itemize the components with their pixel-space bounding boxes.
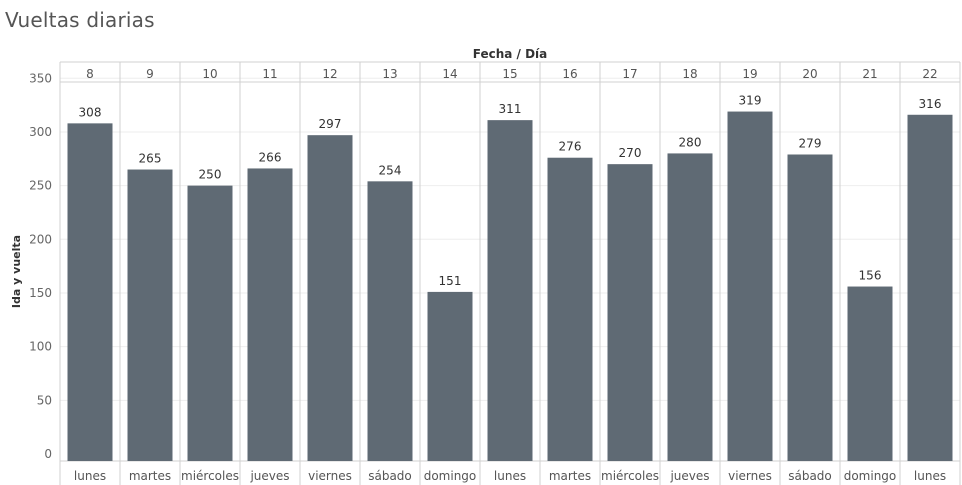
date-header-label: 20 [802, 67, 817, 81]
date-header-label: 19 [742, 67, 757, 81]
bar-value-label: 266 [259, 150, 282, 164]
date-header-label: 15 [502, 67, 517, 81]
bar [547, 157, 593, 462]
chart-title: Vueltas diarias [5, 8, 155, 32]
date-header-label: 12 [322, 67, 337, 81]
day-label: viernes [308, 469, 352, 483]
bar [127, 169, 173, 461]
bar [907, 114, 953, 462]
bar [187, 185, 233, 461]
bar [607, 164, 653, 461]
bars [67, 111, 953, 462]
y-axis-ticks: 0 50 100 150 200 250 300 350 [29, 71, 52, 461]
bar [307, 135, 353, 461]
day-label: lunes [74, 469, 106, 483]
day-label: lunes [914, 469, 946, 483]
date-header-label: 9 [146, 67, 154, 81]
day-label: domingo [424, 469, 477, 483]
x-axis-title: Fecha / Día [473, 47, 548, 61]
bar-value-label: 297 [319, 117, 342, 131]
bar [667, 153, 713, 462]
date-header-label: 18 [682, 67, 697, 81]
date-header-label: 10 [202, 67, 217, 81]
bar [487, 120, 533, 461]
day-label: miércoles [601, 469, 659, 483]
bar [247, 168, 293, 461]
date-header-label: 16 [562, 67, 577, 81]
bar-value-label: 279 [799, 136, 822, 150]
day-label: sábado [788, 469, 832, 483]
day-label: miércoles [181, 469, 239, 483]
bar-value-label: 151 [439, 274, 462, 288]
bar [727, 111, 773, 461]
date-header-label: 13 [382, 67, 397, 81]
bar-value-label: 250 [199, 168, 222, 182]
bar [367, 181, 413, 461]
y-tick-label: 0 [44, 447, 52, 461]
day-label: sábado [368, 469, 412, 483]
day-label: martes [549, 469, 591, 483]
day-label: domingo [844, 469, 897, 483]
bar-value-label: 265 [139, 152, 162, 166]
y-axis-title: Ida y vuelta [10, 235, 23, 308]
bar [67, 123, 113, 461]
bar-value-label: 276 [559, 140, 582, 154]
date-header-label: 14 [442, 67, 457, 81]
day-label: jueves [669, 469, 709, 483]
bar-value-label: 308 [79, 105, 102, 119]
y-tick-label: 100 [29, 340, 52, 354]
y-tick-label: 200 [29, 232, 52, 246]
y-tick-label: 150 [29, 286, 52, 300]
bar [847, 286, 893, 461]
day-label: viernes [728, 469, 772, 483]
y-tick-label: 250 [29, 179, 52, 193]
day-label: jueves [249, 469, 289, 483]
data-labels: 308 265 250 266 297 254 151 311 276 270 280 319 279 1… [79, 94, 942, 288]
day-label: lunes [494, 469, 526, 483]
date-header-label: 11 [262, 67, 277, 81]
bar-value-label: 319 [739, 94, 762, 108]
bar-value-label: 311 [499, 102, 522, 116]
y-tick-label: 350 [29, 71, 52, 85]
y-tick-label: 50 [37, 393, 52, 407]
bar-value-label: 156 [859, 269, 882, 283]
day-label: martes [129, 469, 171, 483]
day-labels: lunes martes miércoles jueves viernes sábado d… [74, 469, 946, 483]
y-tick-label: 300 [29, 125, 52, 139]
date-headers: 8 9 10 11 12 13 14 15 16 17 18 19 20 21 22 [86, 67, 937, 81]
bar [427, 291, 473, 461]
bar-value-label: 254 [379, 163, 402, 177]
bar [787, 154, 833, 461]
bar-value-label: 316 [919, 97, 942, 111]
date-header-label: 22 [922, 67, 937, 81]
date-header-label: 8 [86, 67, 94, 81]
date-header-label: 17 [622, 67, 637, 81]
date-header-label: 21 [862, 67, 877, 81]
bar-value-label: 270 [619, 146, 642, 160]
bar-value-label: 280 [679, 135, 702, 149]
